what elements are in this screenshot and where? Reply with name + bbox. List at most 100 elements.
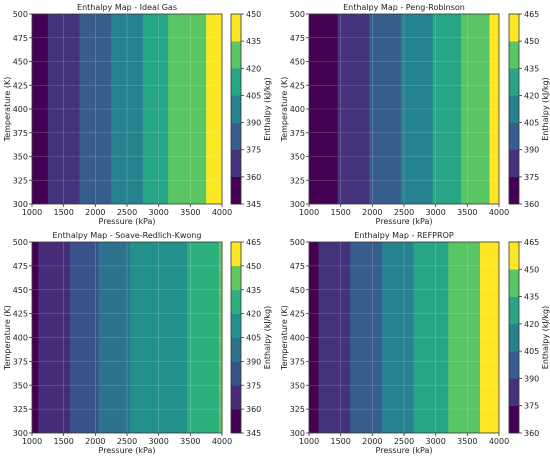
colorbar-segment <box>231 242 241 267</box>
heatmap-cell <box>70 242 99 433</box>
colorbar-segment <box>231 68 241 96</box>
y-axis-label: Temperature (K) <box>3 77 12 143</box>
colorbar-tick-label: 465 <box>246 238 261 247</box>
y-tick-label: 475 <box>13 34 28 43</box>
colorbar-tick-label: 405 <box>524 119 539 128</box>
y-tick-label: 400 <box>13 334 28 343</box>
colorbar-segment <box>231 14 241 42</box>
heatmap-cell <box>448 242 481 433</box>
y-tick-label: 350 <box>13 153 28 162</box>
y-tick-label: 325 <box>290 405 305 414</box>
heatmap-cell <box>309 14 338 204</box>
x-tick-label: 3000 <box>425 208 445 217</box>
y-tick-label: 500 <box>13 10 28 19</box>
x-tick-label: 1500 <box>53 208 73 217</box>
colorbar-segment <box>509 378 519 407</box>
x-tick-label: 4000 <box>489 437 509 446</box>
colorbar-tick-label: 405 <box>246 334 261 343</box>
x-tick-label: 2000 <box>362 437 382 446</box>
heatmap-cell <box>381 242 414 433</box>
y-tick-label: 425 <box>13 81 28 90</box>
colorbar-frame <box>508 241 520 434</box>
y-axis-label: Temperature (K) <box>280 305 289 371</box>
colorbar-segment <box>231 176 241 205</box>
heatmap-cell <box>369 14 402 204</box>
y-tick-label: 375 <box>13 357 28 366</box>
y-tick-label: 475 <box>290 262 305 271</box>
x-tick-label: 2500 <box>394 437 414 446</box>
y-tick-label: 350 <box>13 381 28 390</box>
y-tick-label: 475 <box>13 262 28 271</box>
colorbar-tick-label: 360 <box>246 405 261 414</box>
x-tick-label: 3500 <box>180 208 200 217</box>
colorbar-tick-label: 390 <box>524 374 539 383</box>
colorbar-tick-label: 420 <box>524 91 539 100</box>
heatmap-cell <box>350 242 383 433</box>
colorbar-tick-label: 390 <box>246 119 261 128</box>
heatmap-cell <box>38 242 71 433</box>
chart-title: Enthalpy Map - REFPROP <box>354 231 454 240</box>
x-tick-label: 3000 <box>148 437 168 446</box>
colorbar-segment <box>231 149 241 178</box>
colorbar-segment <box>231 385 241 410</box>
x-tick-label: 2000 <box>362 208 382 217</box>
x-tick-label: 4000 <box>212 208 232 217</box>
y-axis-label: Temperature (K) <box>280 77 289 143</box>
y-tick-label: 300 <box>13 429 28 438</box>
colorbar-tick-label: 435 <box>524 64 539 73</box>
y-tick-label: 300 <box>13 200 28 209</box>
colorbar-segment <box>231 265 241 291</box>
colorbar-segment <box>509 269 519 297</box>
colorbar-frame <box>230 13 242 205</box>
heatmap-cell <box>309 242 319 433</box>
heatmap-cell <box>142 14 169 204</box>
y-tick-label: 400 <box>290 105 305 114</box>
heatmap-cell <box>32 242 39 433</box>
colorbar-tick-label: 360 <box>524 200 539 209</box>
colorbar-segment <box>509 351 519 379</box>
colorbar-tick-label: 390 <box>246 357 261 366</box>
x-tick-label: 3000 <box>425 437 445 446</box>
colorbar-tick-label: 420 <box>246 64 261 73</box>
colorbar-segment <box>231 289 241 314</box>
colorbar-segment <box>509 405 519 434</box>
heatmap-cell <box>480 242 500 433</box>
heatmap-cell <box>337 14 370 204</box>
heatmap-cell <box>489 14 500 204</box>
colorbar-segment <box>231 122 241 151</box>
colorbar-segment <box>231 409 241 434</box>
colorbar-tick-label: 450 <box>524 265 539 274</box>
x-tick-label: 2500 <box>117 208 137 217</box>
x-tick-label: 1000 <box>299 437 319 446</box>
y-tick-label: 450 <box>290 58 305 67</box>
x-axis-label: Pressure (kPa) <box>99 217 156 226</box>
heatmap-cell <box>218 242 223 433</box>
colorbar-segment <box>509 41 519 69</box>
heatmap-cell <box>206 14 223 204</box>
y-tick-label: 450 <box>13 58 28 67</box>
x-axis-label: Pressure (kPa) <box>376 446 433 455</box>
y-tick-label: 300 <box>290 429 305 438</box>
chart-title: Enthalpy Map - Ideal Gas <box>77 3 177 12</box>
y-tick-label: 350 <box>290 381 305 390</box>
colorbar-segment <box>231 361 241 386</box>
colorbar-tick-label: 420 <box>246 310 261 319</box>
y-tick-label: 400 <box>290 334 305 343</box>
colorbar-segment <box>231 41 241 69</box>
colorbar-label: Enthalpy (kJ/kg) <box>541 306 550 369</box>
colorbar-tick-label: 450 <box>246 262 261 271</box>
y-tick-label: 375 <box>13 129 28 138</box>
colorbar-tick-label: 375 <box>524 173 539 182</box>
colorbar-segment <box>509 296 519 325</box>
heatmap-cell <box>79 14 112 204</box>
heatmap-cell <box>158 242 188 433</box>
colorbar-tick-label: 435 <box>246 286 261 295</box>
x-tick-label: 3500 <box>457 208 477 217</box>
x-tick-label: 2000 <box>85 208 105 217</box>
x-tick-label: 1500 <box>330 208 350 217</box>
colorbar-label: Enthalpy (kJ/kg) <box>541 77 550 140</box>
y-tick-label: 325 <box>13 176 28 185</box>
colorbar-segment <box>509 14 519 42</box>
colorbar-segment <box>509 122 519 151</box>
